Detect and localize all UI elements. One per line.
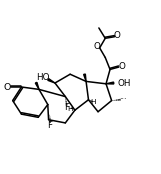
Text: O: O <box>4 82 11 92</box>
Polygon shape <box>106 82 114 84</box>
Text: OH: OH <box>117 78 131 88</box>
Polygon shape <box>84 74 86 81</box>
Text: F: F <box>48 121 53 130</box>
Text: H: H <box>90 99 96 105</box>
Text: HO: HO <box>36 73 50 82</box>
Polygon shape <box>48 79 55 83</box>
Polygon shape <box>35 82 39 89</box>
Text: ···: ··· <box>119 95 126 104</box>
Text: F: F <box>64 103 69 112</box>
Text: O: O <box>118 62 125 71</box>
Text: O: O <box>93 42 100 51</box>
Text: O: O <box>114 31 121 40</box>
Text: H: H <box>68 106 73 112</box>
